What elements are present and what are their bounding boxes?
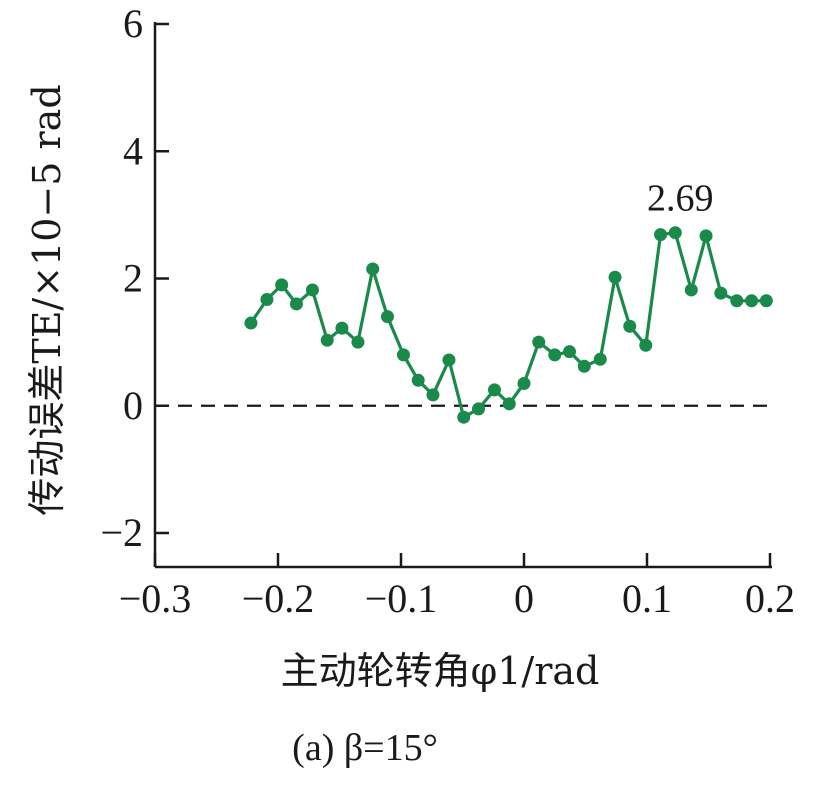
data-point (487, 383, 501, 397)
y-axis-title: 传动误差TE/×10−5 rad (25, 84, 69, 515)
data-point (351, 335, 365, 349)
data-point (275, 278, 289, 292)
annotations: 2.69 (647, 178, 714, 220)
x-tick-label: 0 (514, 576, 534, 621)
series-line (249, 231, 767, 419)
data-point (305, 283, 319, 297)
x-tick-label: −0.1 (365, 576, 438, 621)
data-point (532, 335, 546, 349)
data-point (244, 316, 258, 330)
data-point (699, 229, 713, 243)
data-point (745, 294, 759, 308)
data-point (442, 353, 456, 367)
data-point (593, 352, 607, 366)
x-tick-label: 0.2 (745, 576, 795, 621)
data-point (548, 348, 562, 362)
series-layer (244, 226, 773, 424)
data-point (759, 294, 773, 308)
data-point (654, 228, 668, 242)
data-point (502, 397, 516, 411)
data-point (730, 294, 744, 308)
y-tick-label: 2 (123, 256, 143, 301)
x-tick-label: −0.3 (119, 576, 192, 621)
data-point (517, 376, 531, 390)
data-point (335, 321, 349, 335)
data-point (366, 262, 380, 276)
data-point (714, 286, 728, 300)
x-axis-title: 主动轮转角φ1/rad (281, 649, 600, 693)
data-point (668, 226, 682, 240)
data-point (396, 348, 410, 362)
figure-caption: (a) β=15° (292, 727, 438, 769)
y-tick-label: 0 (123, 383, 143, 428)
data-point (426, 388, 440, 402)
x-tick-label: 0.1 (622, 576, 672, 621)
data-point (457, 410, 471, 424)
data-point (563, 345, 577, 359)
data-point (639, 338, 653, 352)
data-point (289, 297, 303, 311)
data-point (684, 283, 698, 297)
data-point (411, 373, 425, 387)
y-tick-label: −2 (100, 510, 143, 555)
data-point (380, 310, 394, 324)
annotation-label: 2.69 (647, 178, 714, 220)
data-point (623, 319, 637, 333)
data-point (471, 402, 485, 416)
data-point (608, 270, 622, 284)
data-point (260, 292, 274, 306)
data-point (577, 359, 591, 373)
y-tick-label: 4 (123, 128, 143, 173)
axes (153, 22, 772, 569)
y-tick-label: 6 (123, 1, 143, 46)
x-tick-label: −0.2 (242, 576, 315, 621)
tick-labels: −2 0 2 4 6 −0.3 −0.2 −0.1 0 0.1 0.2 (100, 1, 795, 621)
data-point (320, 333, 334, 347)
